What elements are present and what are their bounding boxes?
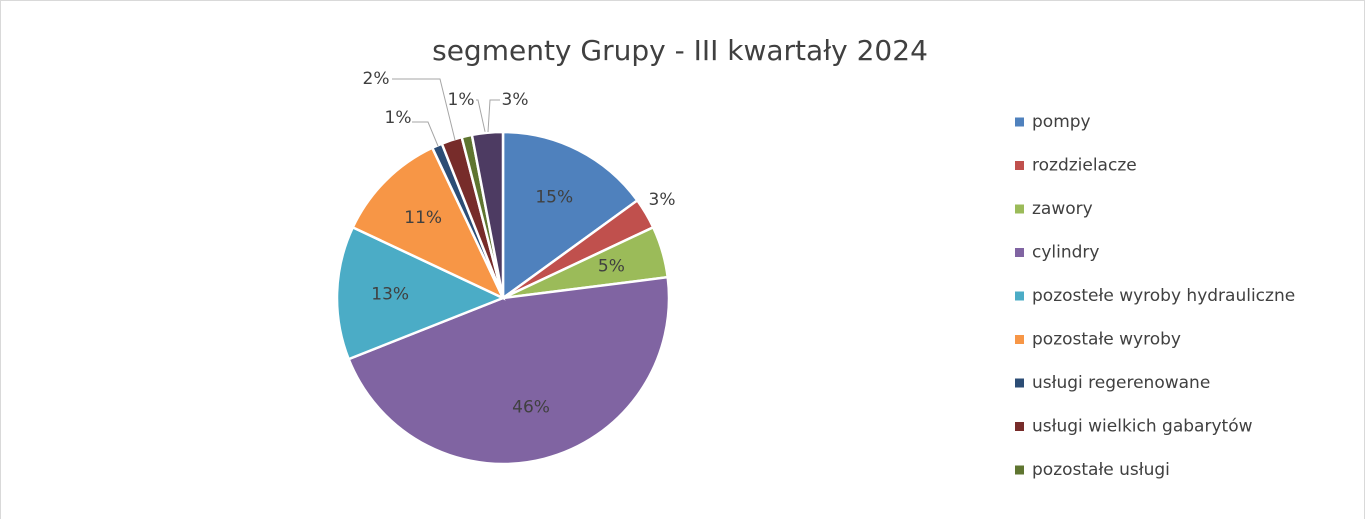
legend-label: pozostełe wyroby hydrauliczne xyxy=(1032,286,1295,306)
legend-swatch xyxy=(1015,161,1024,170)
legend-label: cylindry xyxy=(1032,243,1099,263)
legend-label: rozdzielacze xyxy=(1032,156,1137,176)
data-label: 11% xyxy=(404,208,442,228)
legend-label: pozostałe wyroby xyxy=(1032,330,1181,350)
legend-swatch xyxy=(1015,291,1024,301)
data-label: 13% xyxy=(371,284,409,304)
leader-line xyxy=(392,78,456,141)
data-label: 3% xyxy=(649,190,676,210)
data-label: 5% xyxy=(598,257,625,277)
legend-label: zawory xyxy=(1032,199,1093,219)
pie-slice xyxy=(351,146,506,301)
leader-line xyxy=(476,99,487,137)
legend-swatch xyxy=(1015,248,1024,257)
legend-swatch xyxy=(1015,204,1024,214)
pie-slice xyxy=(347,275,671,466)
data-label: 1% xyxy=(448,90,475,110)
data-label: 2% xyxy=(363,69,390,89)
legend-label: pompy xyxy=(1032,112,1091,132)
pie-slice xyxy=(501,130,640,301)
legend-swatch xyxy=(1015,422,1024,431)
legend-label: usługi wielkich gabarytów xyxy=(1032,417,1253,437)
legend-swatch xyxy=(1015,378,1024,388)
pie-slice xyxy=(470,130,505,299)
legend-swatch xyxy=(1015,335,1024,344)
chart-title: segmenty Grupy - III kwartały 2024 xyxy=(432,34,928,67)
data-label: 1% xyxy=(385,108,412,128)
legend-label: pozostałe usługi xyxy=(1032,460,1170,480)
pie-slice xyxy=(335,225,507,361)
leader-line xyxy=(412,121,439,147)
data-label: 46% xyxy=(512,397,550,417)
legend-swatch xyxy=(1015,465,1024,475)
legend-swatch xyxy=(1015,117,1024,127)
data-label: 15% xyxy=(535,187,573,207)
data-label: 3% xyxy=(502,90,529,110)
legend-label: usługi regerenowane xyxy=(1032,373,1210,393)
leader-line xyxy=(487,99,500,133)
